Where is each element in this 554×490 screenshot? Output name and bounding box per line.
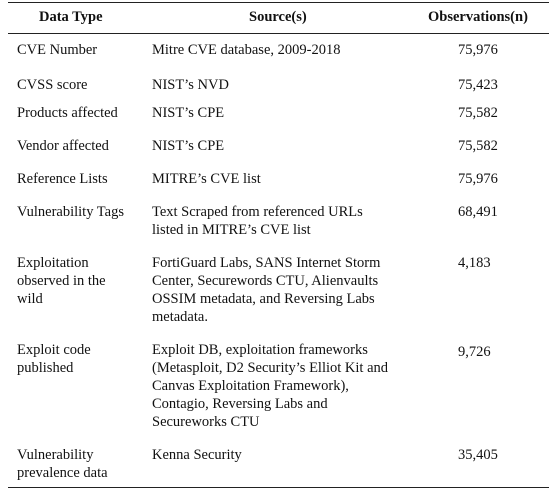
row-7-observations: 9,726 [458, 344, 491, 360]
header-sources: Source(s) [249, 9, 307, 25]
row-5-data-type: Vulnerability Tags [17, 203, 142, 221]
row-3-sources-line: NIST’s CPE [152, 138, 225, 154]
row-5-sources-line: listed in MITRE’s CVE list [152, 222, 311, 238]
row-2-sources: NIST’s CPE [152, 104, 400, 122]
row-1-sources-line: NIST’s NVD [152, 77, 229, 93]
row-7-sources-line: Contagio, Reversing Labs and [152, 396, 328, 412]
row-7-data-type-line: published [17, 360, 74, 376]
row-1-data-type-line: CVSS score [17, 77, 88, 93]
row-2-data-type-line: Products affected [17, 105, 118, 121]
row-2-sources-line: NIST’s CPE [152, 105, 225, 121]
row-7-sources-line: Canvas Exploitation Framework), [152, 378, 349, 394]
row-2-data-type: Products affected [17, 104, 142, 122]
header-observations: Observations(n) [428, 9, 528, 25]
row-6-sources-line: OSSIM metadata, and Reversing Labs [152, 291, 375, 307]
row-8-data-type-line: prevalence data [17, 465, 108, 481]
row-8-data-type: Vulnerability prevalence data [17, 446, 142, 482]
row-1-observations: 75,423 [458, 77, 498, 93]
row-8-data-type-line: Vulnerability [17, 447, 94, 463]
row-7-sources: Exploit DB, exploitation frameworks (Met… [152, 341, 400, 431]
row-6-observations: 4,183 [458, 255, 491, 271]
row-0-data-type: CVE Number [17, 41, 142, 59]
row-6-data-type: Exploitation observed in the wild [17, 254, 142, 308]
row-3-observations: 75,582 [458, 138, 498, 154]
row-7-sources-line: Exploit DB, exploitation frameworks [152, 342, 368, 358]
row-0-sources-line: Mitre CVE database, 2009-2018 [152, 42, 341, 58]
row-6-sources-line: FortiGuard Labs, SANS Internet Storm [152, 255, 381, 271]
row-8-observations: 35,405 [458, 447, 498, 463]
row-0-sources: Mitre CVE database, 2009-2018 [152, 41, 400, 59]
row-4-sources-line: MITRE’s CVE list [152, 171, 261, 187]
row-6-data-type-line: observed in the [17, 273, 106, 289]
row-4-data-type-line: Reference Lists [17, 171, 108, 187]
row-6-sources-line: metadata. [152, 309, 208, 325]
row-5-data-type-line: Vulnerability Tags [17, 204, 124, 220]
row-6-data-type-line: Exploitation [17, 255, 89, 271]
row-5-sources-line: Text Scraped from referenced URLs [152, 204, 363, 220]
row-6-sources: FortiGuard Labs, SANS Internet Storm Cen… [152, 254, 400, 326]
row-8-sources-line: Kenna Security [152, 447, 242, 463]
row-0-observations: 75,976 [458, 42, 498, 58]
table-bottom-rule [8, 487, 549, 488]
row-7-data-type: Exploit code published [17, 341, 142, 377]
row-7-sources-line: (Metasploit, D2 Security’s Elliot Kit an… [152, 360, 389, 376]
row-8-sources: Kenna Security [152, 446, 400, 464]
row-5-sources: Text Scraped from referenced URLs listed… [152, 203, 400, 239]
table-top-rule [8, 2, 549, 3]
row-3-data-type: Vendor affected [17, 137, 142, 155]
row-4-data-type: Reference Lists [17, 170, 142, 188]
row-3-sources: NIST’s CPE [152, 137, 400, 155]
header-divider-rule [8, 33, 549, 34]
row-7-data-type-line: Exploit code [17, 342, 91, 358]
row-4-observations: 75,976 [458, 171, 498, 187]
row-2-observations: 75,582 [458, 105, 498, 121]
row-3-data-type-line: Vendor affected [17, 138, 109, 154]
row-1-data-type: CVSS score [17, 76, 142, 94]
row-0-data-type-line: CVE Number [17, 42, 98, 58]
row-7-sources-line: Secureworks CTU [152, 414, 260, 430]
row-6-sources-line: Center, Securewords CTU, Alienvaults [152, 273, 379, 289]
row-4-sources: MITRE’s CVE list [152, 170, 400, 188]
row-6-data-type-line: wild [17, 291, 43, 307]
row-1-sources: NIST’s NVD [152, 76, 400, 94]
header-data-type: Data Type [39, 9, 103, 25]
row-5-observations: 68,491 [458, 204, 498, 220]
